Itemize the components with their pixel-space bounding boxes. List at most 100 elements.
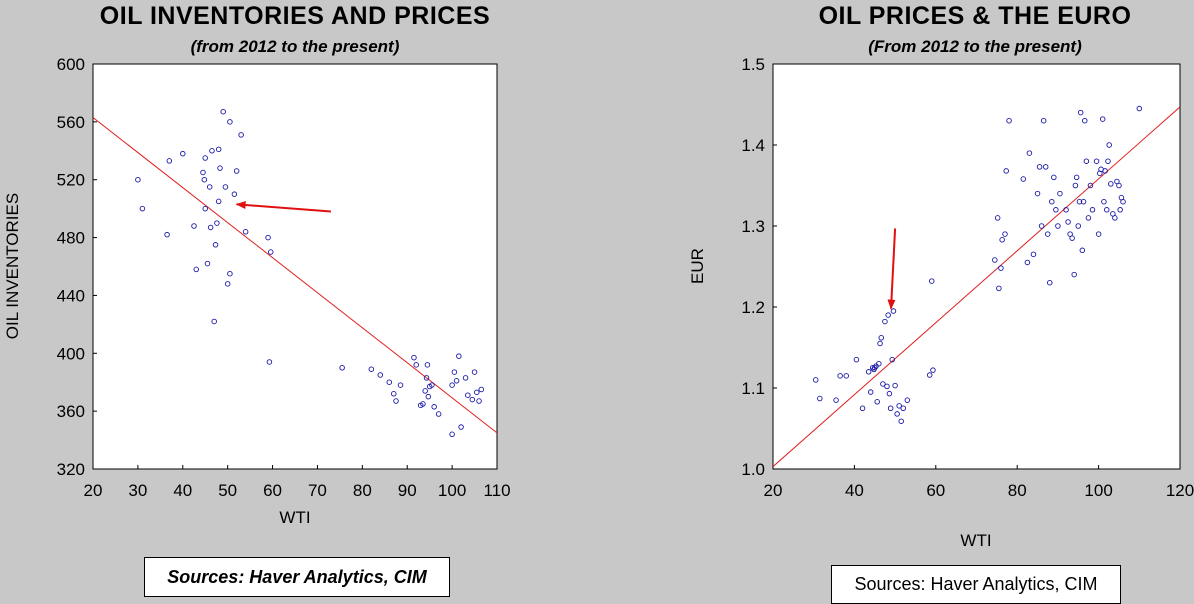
right-data-point [1136, 105, 1143, 112]
right-data-point [889, 356, 896, 363]
right-data-point [1040, 117, 1047, 124]
left-data-point [166, 158, 173, 164]
right-data-point [887, 405, 894, 412]
right-sources-box: Sources: Haver Analytics, CIM [831, 565, 1121, 604]
right-data-point [1108, 181, 1114, 187]
left-x-axis-label: WTI [279, 508, 310, 527]
right-y-tick-label: 1.3 [741, 217, 765, 236]
left-data-point [420, 401, 426, 407]
left-x-tick-label: 90 [398, 481, 417, 500]
right-x-tick-label: 20 [764, 481, 783, 500]
right-data-point [1102, 168, 1108, 174]
left-data-point [202, 155, 208, 161]
right-data-point [1116, 182, 1122, 189]
right-data-point [992, 257, 998, 263]
left-data-point [422, 388, 428, 394]
left-data-point [478, 386, 485, 393]
right-data-point [886, 390, 893, 397]
left-data-point [238, 132, 244, 138]
right-data-point [999, 237, 1005, 243]
left-chart-subtitle: (from 2012 to the present) [190, 37, 400, 56]
right-data-point [904, 397, 911, 403]
right-data-point [878, 335, 885, 341]
right-data-point [880, 381, 886, 387]
right-data-point [1036, 164, 1043, 170]
right-data-point [1002, 231, 1008, 237]
left-data-point [424, 362, 431, 368]
right-data-point [874, 399, 880, 405]
left-data-point [474, 389, 480, 396]
left-data-point [207, 224, 214, 231]
right-data-point [1006, 117, 1012, 124]
left-data-point [462, 375, 469, 381]
left-data-point [180, 150, 186, 157]
right-data-point [928, 278, 935, 284]
right-data-point [812, 377, 819, 383]
right-data-point [1117, 207, 1123, 213]
left-y-axis-label: OIL INVENTORIES [3, 193, 22, 339]
right-data-point [1073, 174, 1080, 181]
left-y-tick-label: 560 [57, 113, 85, 132]
left-y-tick-label: 480 [57, 229, 85, 248]
right-data-point [859, 405, 866, 412]
right-data-point [877, 340, 883, 347]
right-data-point [894, 411, 900, 417]
right-data-point [1095, 231, 1102, 237]
left-data-point [164, 231, 170, 238]
left-y-tick-label: 440 [57, 286, 85, 305]
right-data-point [896, 403, 902, 409]
right-data-point [1087, 182, 1094, 189]
left-data-point [425, 393, 432, 400]
left-x-tick-label: 50 [218, 481, 237, 500]
left-annotation-arrow [235, 201, 331, 213]
right-data-point [837, 373, 843, 379]
right-x-tick-label: 60 [926, 481, 945, 500]
right-annotation-arrow [887, 228, 897, 310]
right-data-point [1083, 158, 1090, 164]
right-data-point [843, 373, 850, 379]
left-data-point [227, 270, 233, 277]
left-data-point [469, 396, 476, 403]
right-data-point [1106, 142, 1112, 148]
right-data-point [1069, 235, 1075, 241]
left-y-tick-label: 320 [57, 460, 85, 479]
left-data-point [458, 424, 464, 430]
left-data-point [413, 362, 419, 368]
right-data-point [833, 397, 839, 403]
right-data-point [1082, 117, 1088, 124]
left-data-point [215, 146, 222, 153]
right-chart-title: OIL PRICES & THE EURO [818, 2, 1132, 30]
left-data-point [220, 108, 226, 115]
left-data-point [191, 223, 197, 229]
left-y-tick-label: 400 [57, 344, 85, 363]
left-data-point [217, 165, 223, 171]
right-data-point [1053, 207, 1059, 213]
left-data-point [429, 382, 435, 388]
left-data-point [386, 379, 393, 385]
right-x-axis-label: WTI [960, 531, 991, 550]
left-x-tick-label: 40 [173, 481, 192, 500]
right-data-point [1065, 219, 1071, 225]
right-data-point [1057, 190, 1063, 197]
right-data-point [1080, 198, 1087, 205]
right-data-point [1077, 109, 1084, 116]
left-data-point [465, 392, 471, 398]
right-data-point [998, 265, 1004, 271]
right-chart-subtitle: (From 2012 to the present) [868, 37, 1082, 56]
right-plot-area [772, 63, 1181, 470]
left-x-tick-label: 100 [438, 481, 466, 500]
left-data-point [411, 354, 417, 361]
left-data-point [265, 234, 271, 241]
right-data-point [1079, 247, 1086, 254]
left-data-point [215, 198, 222, 205]
right-data-point [1076, 198, 1083, 205]
right-data-point [1093, 158, 1100, 164]
left-data-point [377, 372, 384, 378]
right-x-tick-label: 100 [1084, 481, 1112, 500]
right-x-tick-label: 80 [1008, 481, 1027, 500]
left-data-point [222, 184, 229, 190]
left-data-point [227, 119, 233, 125]
right-data-point [1072, 182, 1079, 189]
left-data-point [435, 411, 442, 417]
